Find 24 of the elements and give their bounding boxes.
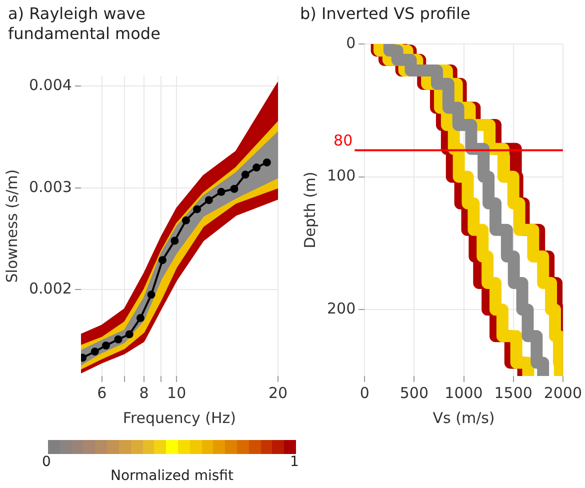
- x-tick-label: 10: [167, 384, 186, 402]
- y-axis-title: Depth (m): [300, 172, 319, 248]
- y-axis-title: Slowness (s/m): [2, 169, 21, 283]
- x-axis-title: Vs (m/s): [432, 408, 495, 427]
- y-tick-label: 100: [326, 166, 356, 185]
- x-tick-label: 500: [400, 384, 429, 402]
- x-tick-label: 2000: [544, 384, 582, 402]
- x-tick-label: 8: [139, 384, 149, 402]
- ref-line-label: 80: [334, 132, 353, 150]
- chart-title: b) Inverted VS profile: [300, 4, 472, 24]
- x-tick-label: 1000: [444, 384, 483, 402]
- x-axis-title: Frequency (Hz): [122, 408, 236, 427]
- color-bar-title: Normalized misfit: [110, 468, 234, 484]
- x-tick-label: 6: [97, 384, 107, 402]
- x-tick-label: 0: [360, 384, 370, 402]
- color-bar-label: 1: [290, 454, 299, 470]
- chart-title: a) Rayleigh wave fundamental mode: [8, 4, 162, 44]
- x-tick-label: 1500: [494, 384, 532, 402]
- x-tick-label: 20: [268, 384, 288, 402]
- y-tick-label: 200: [326, 299, 356, 318]
- y-tick-label: 0.003: [28, 178, 72, 196]
- y-tick-label: 0.004: [28, 76, 72, 94]
- y-tick-label: 0.002: [28, 279, 72, 298]
- y-tick-label: 0: [346, 34, 356, 52]
